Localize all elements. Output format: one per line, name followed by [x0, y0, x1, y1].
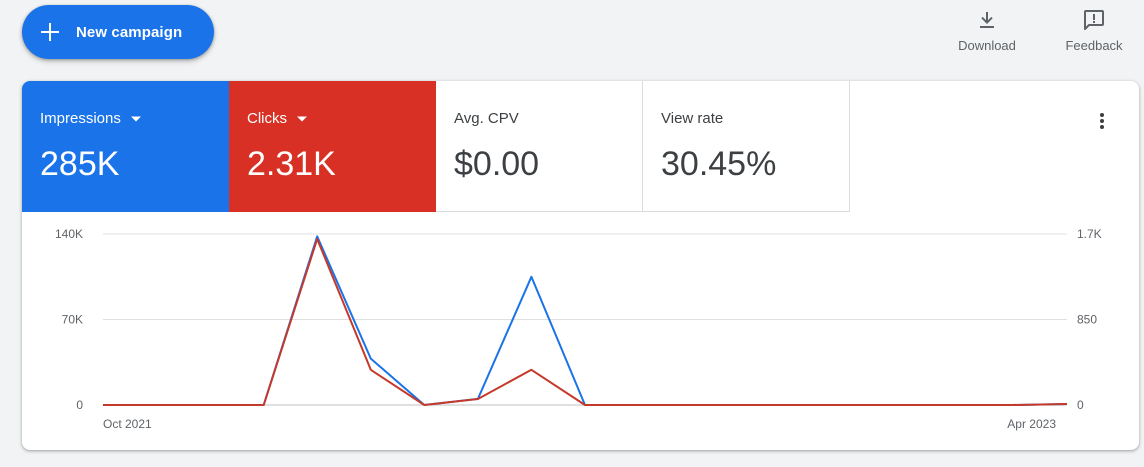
metric-label: Avg. CPV	[454, 110, 519, 127]
metric-value: 30.45%	[661, 145, 777, 183]
download-icon	[980, 12, 994, 28]
metric-view-rate[interactable]: View rate 30.45%	[643, 81, 850, 212]
new-campaign-label: New campaign	[76, 23, 183, 41]
x-tick-label: Oct 2021	[103, 417, 152, 431]
more-options-icon[interactable]	[1090, 109, 1114, 133]
feedback-button[interactable]: Feedback	[1060, 8, 1128, 53]
metric-clicks-label[interactable]: Clicks	[247, 110, 307, 127]
series-line-clicks	[103, 238, 1068, 406]
download-button[interactable]: Download	[950, 8, 1024, 53]
metric-value: 285K	[40, 145, 120, 183]
plus-icon	[41, 23, 59, 41]
y-tick-label-left: 140K	[55, 227, 83, 241]
metric-avg-cpv[interactable]: Avg. CPV $0.00	[436, 81, 643, 212]
y-tick-label-right: 0	[1077, 398, 1084, 412]
y-tick-label-left: 70K	[62, 313, 83, 327]
metric-impressions-label[interactable]: Impressions	[40, 110, 141, 127]
x-tick-label: Apr 2023	[1007, 417, 1056, 431]
series-line-impressions	[103, 235, 1068, 406]
metric-label: View rate	[661, 110, 724, 127]
metric-impressions[interactable]: Impressions 285K	[22, 81, 229, 212]
download-label: Download	[958, 38, 1016, 53]
y-tick-label-left: 0	[76, 398, 83, 412]
metric-value: 2.31K	[247, 145, 336, 183]
y-tick-label-right: 1.7K	[1077, 227, 1102, 241]
metric-clicks[interactable]: Clicks 2.31K	[229, 81, 436, 212]
feedback-label: Feedback	[1065, 38, 1123, 53]
y-tick-label-right: 850	[1077, 313, 1097, 327]
caret-down-icon	[297, 116, 307, 121]
caret-down-icon	[130, 116, 141, 121]
metric-label: Clicks	[247, 110, 287, 127]
performance-chart: 140K 1.7K 70K 850 0 0 Oct 2021 Apr 2023	[55, 227, 1102, 431]
new-campaign-button[interactable]: New campaign	[22, 5, 214, 59]
metric-value: $0.00	[454, 145, 540, 183]
performance-card: Impressions 285K Clicks 2.31K Avg. CPV $…	[22, 81, 1139, 450]
metric-label: Impressions	[40, 110, 121, 127]
feedback-icon	[1084, 10, 1104, 30]
